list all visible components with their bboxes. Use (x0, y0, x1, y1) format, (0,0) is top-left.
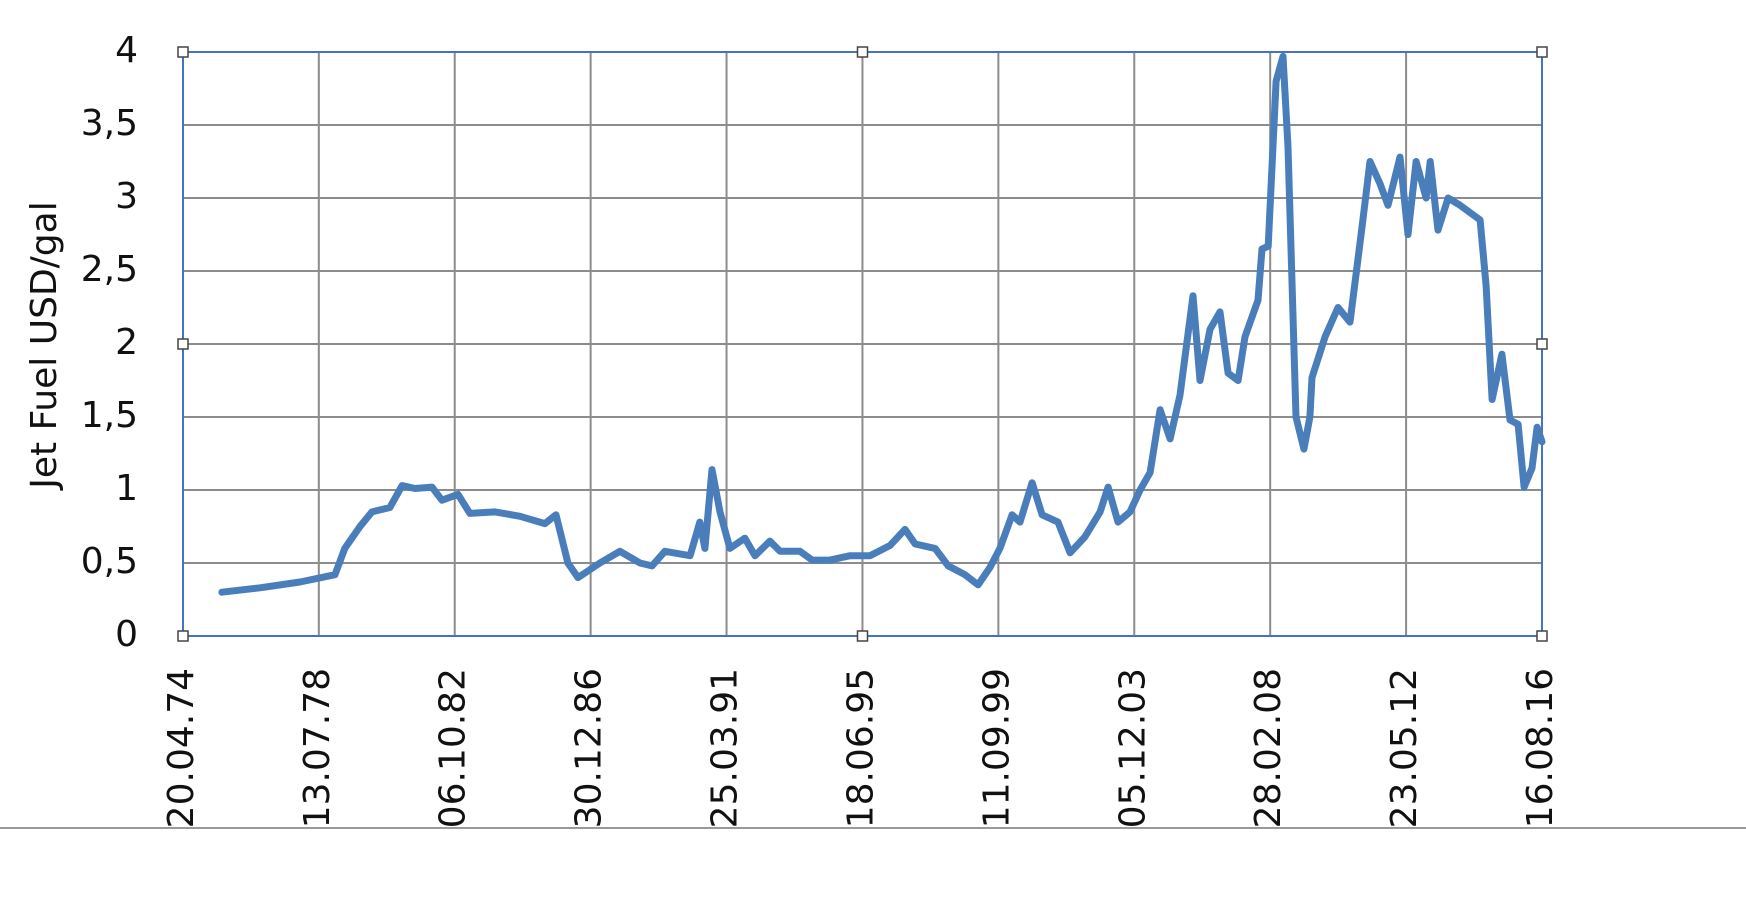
y-tick-label: 3,5 (81, 103, 138, 144)
y-tick-label: 2 (115, 322, 138, 363)
selection-handle (1536, 46, 1548, 58)
y-tick-label: 1,5 (81, 395, 138, 436)
selection-handle (177, 338, 189, 350)
y-tick-label: 3 (115, 176, 138, 217)
x-tick-label: 06.10.82 (433, 668, 474, 828)
x-tick-label: 30.12.86 (569, 668, 610, 828)
x-tick-label: 05.12.03 (1112, 668, 1153, 828)
selection-handle (856, 630, 869, 642)
x-tick-label: 20.04.74 (161, 668, 202, 828)
y-axis-title: Jet Fuel USD/gal (24, 201, 65, 490)
selection-handle (1536, 630, 1548, 642)
selection-handle (177, 630, 189, 642)
x-tick-label: 11.09.99 (976, 668, 1017, 828)
selection-handle (1536, 338, 1548, 350)
y-tick-label: 0 (115, 614, 138, 655)
x-tick-label: 16.08.16 (1520, 668, 1561, 828)
y-tick-label: 2,5 (81, 249, 138, 290)
y-tick-label: 1 (115, 468, 138, 509)
x-tick-label: 23.05.12 (1384, 668, 1425, 828)
y-tick-label: 4 (115, 30, 138, 71)
selection-handle (177, 46, 189, 58)
x-tick-label: 25.03.91 (705, 668, 746, 828)
y-tick-label: 0,5 (81, 541, 138, 582)
data-line (218, 52, 1546, 596)
x-tick-label: 13.07.78 (297, 668, 338, 828)
x-tick-label: 28.02.08 (1248, 668, 1289, 828)
selection-handle (856, 46, 869, 58)
x-tick-label: 18.06.95 (840, 668, 881, 828)
